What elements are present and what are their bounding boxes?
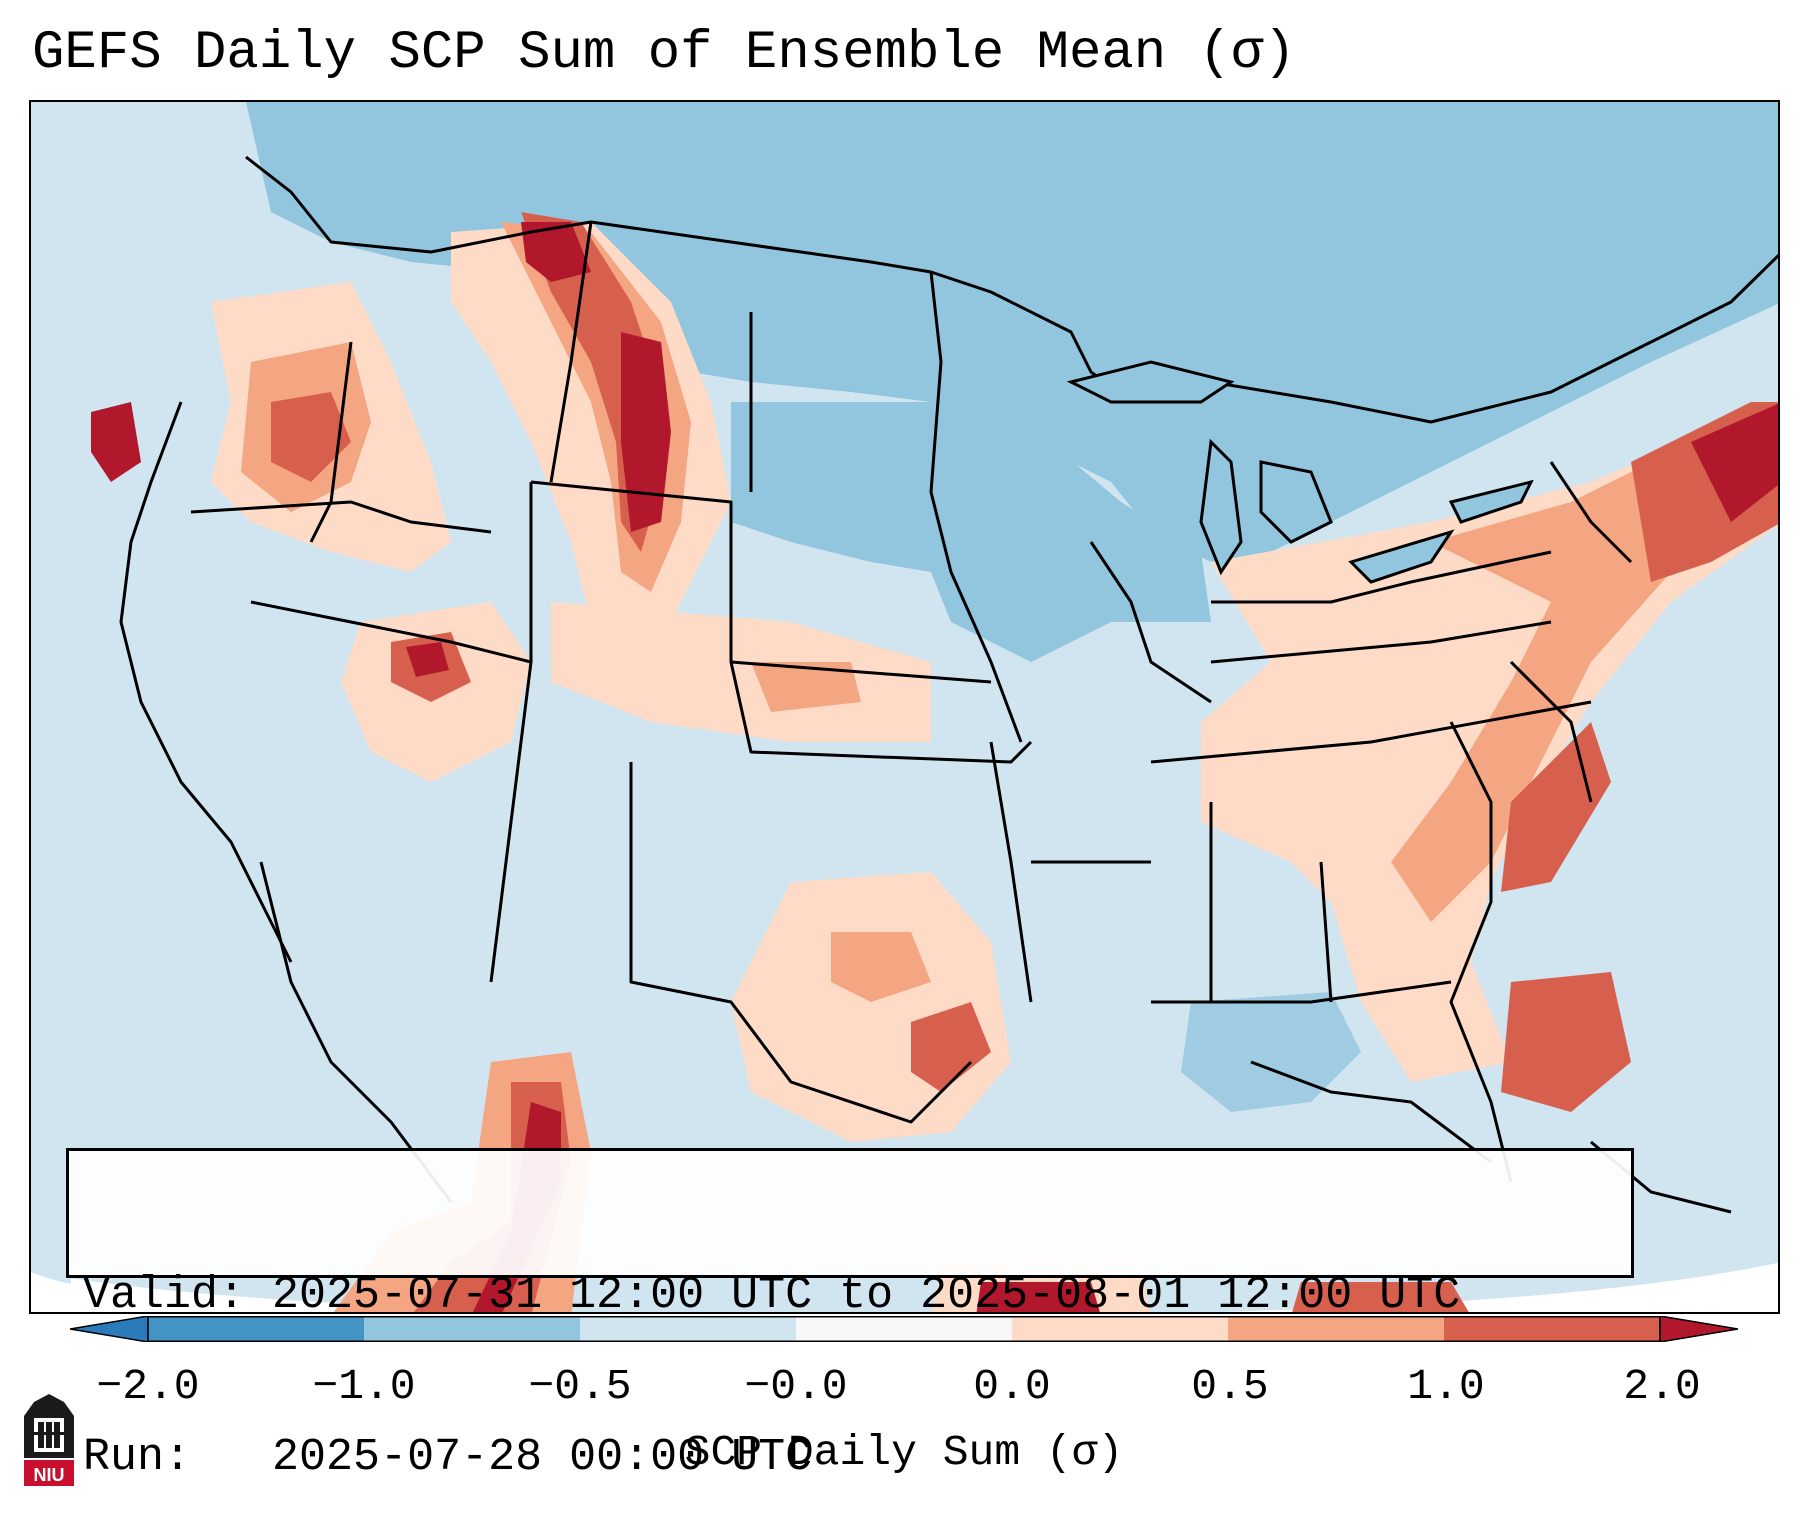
colorbar-label: SCP Daily Sum (σ): [684, 1428, 1124, 1477]
texas-mid-patch: [831, 932, 931, 1002]
midwest-blue-region: [731, 402, 1211, 662]
colorbar-bin: [148, 1316, 364, 1342]
colorbar-tick-label: −2.0: [96, 1362, 200, 1411]
colorbar-tick-label: 2.0: [1623, 1362, 1701, 1411]
colorbar-bin: [1228, 1316, 1444, 1342]
montana-core: [521, 222, 591, 282]
run-row: Run: 2025-07-28 00:00 UTC: [83, 1431, 1617, 1485]
great-lakes: [1066, 360, 1534, 584]
run-value: 2025-07-28 00:00 UTC: [272, 1432, 813, 1483]
atlantic-strong-patch: [1501, 972, 1631, 1112]
caribbean-strong: [1292, 1282, 1469, 1312]
run-label: Run:: [83, 1432, 192, 1483]
colorbar-bin: [1444, 1316, 1660, 1342]
northeast-core: [1691, 403, 1778, 522]
canada-blue-region: [246, 102, 1778, 572]
pnw-strong-patch: [271, 392, 351, 482]
carolina-strong: [1501, 722, 1611, 892]
yucatan-core: [976, 1282, 1100, 1312]
map-panel: [29, 100, 1780, 1314]
valid-label: Valid:: [83, 1270, 246, 1321]
map-canvas: [31, 102, 1778, 1312]
valid-row: Valid: 2025-07-31 12:00 UTC to 2025-08-0…: [83, 1269, 1617, 1323]
colorbar-tick-label: 0.5: [1191, 1362, 1269, 1411]
colorbar-bin: [580, 1316, 796, 1342]
colorbar-tick-label: −0.5: [528, 1362, 632, 1411]
plains-mid-patch: [751, 662, 861, 712]
svg-text:NIU: NIU: [34, 1465, 65, 1485]
texas-coast-strong: [911, 1002, 991, 1092]
colorbar-tick-label: 1.0: [1407, 1362, 1485, 1411]
colorbar-outline: [147, 1316, 1661, 1342]
colorbar-bins: [70, 1316, 1738, 1342]
colorbar-tick-label: −1.0: [312, 1362, 416, 1411]
plains-warm-patch: [551, 602, 931, 742]
projection-edge-left: [31, 102, 71, 1284]
colorbar-tick-label: −0.0: [744, 1362, 848, 1411]
validity-info-box: Valid: 2025-07-31 12:00 UTC to 2025-08-0…: [66, 1148, 1634, 1483]
niu-logo-icon: NIU: [24, 1394, 74, 1486]
colorbar-bin: [796, 1316, 1012, 1342]
colorbar-over-extension: [1659, 1316, 1738, 1342]
gulf-blue-region: [1181, 992, 1361, 1112]
colorbar-bin: [364, 1316, 580, 1342]
colorbar-tick-label: 0.0: [973, 1362, 1051, 1411]
colorbar-bin: [1012, 1316, 1228, 1342]
political-borders: [119, 155, 1778, 1214]
valid-value: 2025-07-31 12:00 UTC to 2025-08-01 12:00…: [272, 1270, 1461, 1321]
chart-title: GEFS Daily SCP Sum of Ensemble Mean (σ): [32, 23, 1296, 84]
colorbar: [70, 1316, 1738, 1342]
coast-red-patch: [91, 402, 141, 482]
wyoming-core: [621, 332, 671, 532]
colorbar-under-extension: [70, 1316, 149, 1342]
utah-core: [406, 642, 449, 677]
